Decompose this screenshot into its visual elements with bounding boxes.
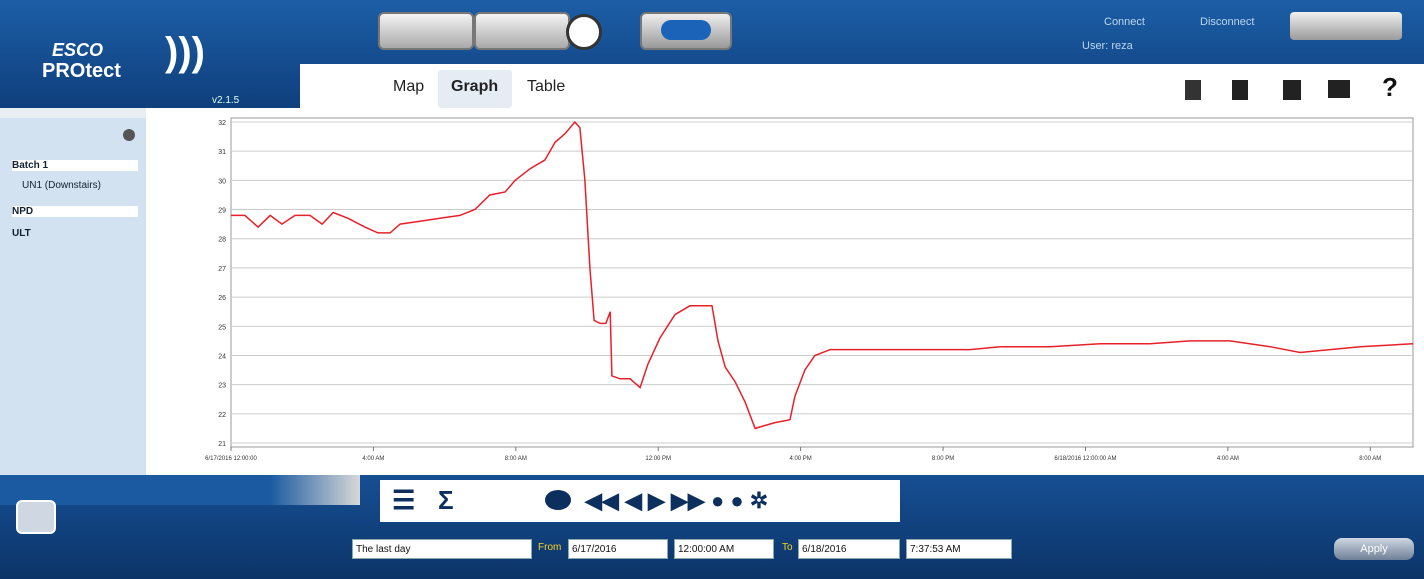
x-tick-label: 12:00 PM [645, 456, 671, 462]
signal-icon: ))) [165, 30, 205, 74]
device-tree [0, 118, 146, 475]
copy-icon[interactable] [1232, 80, 1248, 100]
from-date[interactable]: 6/17/2016 [568, 539, 668, 559]
tree-item[interactable]: UN1 (Downstairs) [22, 180, 101, 191]
graph-toolbar [380, 480, 900, 522]
x-tick-label: 6/18/2016 12:00:00 AM [1054, 456, 1116, 462]
alarm-button[interactable] [474, 12, 570, 50]
x-tick-label: 4:00 AM [1217, 456, 1239, 462]
tab-selected [438, 70, 512, 108]
y-tick-label: 30 [218, 178, 226, 185]
from-time[interactable]: 12:00:00 AM [674, 539, 774, 559]
y-tick-label: 21 [218, 441, 226, 448]
sum-icon[interactable]: Σ [438, 485, 454, 515]
y-tick-label: 23 [218, 383, 226, 390]
comment-icon[interactable] [545, 490, 571, 510]
plot-area [230, 117, 1414, 448]
x-tick-label: 8:00 AM [505, 456, 527, 462]
to-time[interactable]: 7:37:53 AM [906, 539, 1012, 559]
y-tick-label: 22 [218, 412, 226, 419]
x-tick-label: 6/17/2016 12:00:00 [205, 456, 257, 462]
x-tick-label: 4:00 PM [789, 456, 811, 462]
print-icon[interactable] [1185, 80, 1201, 100]
tab[interactable]: Graph [451, 78, 499, 95]
save-icon[interactable] [1283, 80, 1301, 100]
y-tick-label: 28 [218, 237, 226, 244]
apply-button[interactable]: Apply [1334, 538, 1414, 560]
window-controls[interactable] [1290, 12, 1402, 40]
version: v2.1.5 [212, 95, 240, 106]
tab[interactable]: Map [393, 78, 425, 95]
range-select[interactable]: The last day [352, 539, 532, 559]
clock-button[interactable] [566, 14, 602, 50]
y-tick-label: 29 [218, 208, 226, 215]
x-tick-label: 4:00 AM [362, 456, 384, 462]
brand: ESCO [52, 40, 104, 60]
user-label: User: reza [1082, 40, 1133, 52]
y-tick-label: 26 [218, 295, 226, 302]
y-tick-label: 31 [218, 149, 226, 156]
bottom-accent [0, 475, 360, 505]
y-tick-label: 27 [218, 266, 226, 273]
disconnect-link[interactable]: Disconnect [1200, 16, 1255, 28]
y-tick-label: 25 [218, 324, 226, 331]
x-tick-label: 8:00 AM [1359, 456, 1381, 462]
info-icon[interactable] [123, 129, 135, 141]
tree-item[interactable]: NPD [12, 206, 138, 217]
x-tick-label: 8:00 PM [932, 456, 954, 462]
to-label: To [782, 542, 793, 553]
tree-item[interactable]: Batch 1 [12, 160, 138, 171]
chart: 21 22 23 24 25 26 27 28 29 30 31 32 6/17/2016 12:00:… [146, 108, 1424, 475]
tab[interactable]: Table [527, 78, 566, 95]
to-date[interactable]: 6/18/2016 [798, 539, 900, 559]
data-line [231, 120, 1414, 430]
from-label: From [538, 542, 562, 553]
monitor-button[interactable] [16, 500, 56, 534]
nav-icons[interactable]: ◀◀ ◀ ▶ ▶▶ ● ● ✲ [585, 488, 769, 513]
sync-button[interactable] [640, 12, 732, 50]
alarm-button[interactable] [378, 12, 474, 50]
list-icon[interactable]: ☰ [392, 485, 416, 515]
y-tick-label: 24 [218, 353, 226, 360]
y-tick-label: 32 [218, 120, 226, 127]
connect-link[interactable]: Connect [1104, 16, 1145, 28]
product-name: PROtect [42, 60, 121, 82]
open-icon[interactable] [1328, 80, 1350, 98]
help-icon[interactable]: ? [1382, 72, 1398, 102]
tree-item[interactable]: ULT [12, 228, 31, 239]
